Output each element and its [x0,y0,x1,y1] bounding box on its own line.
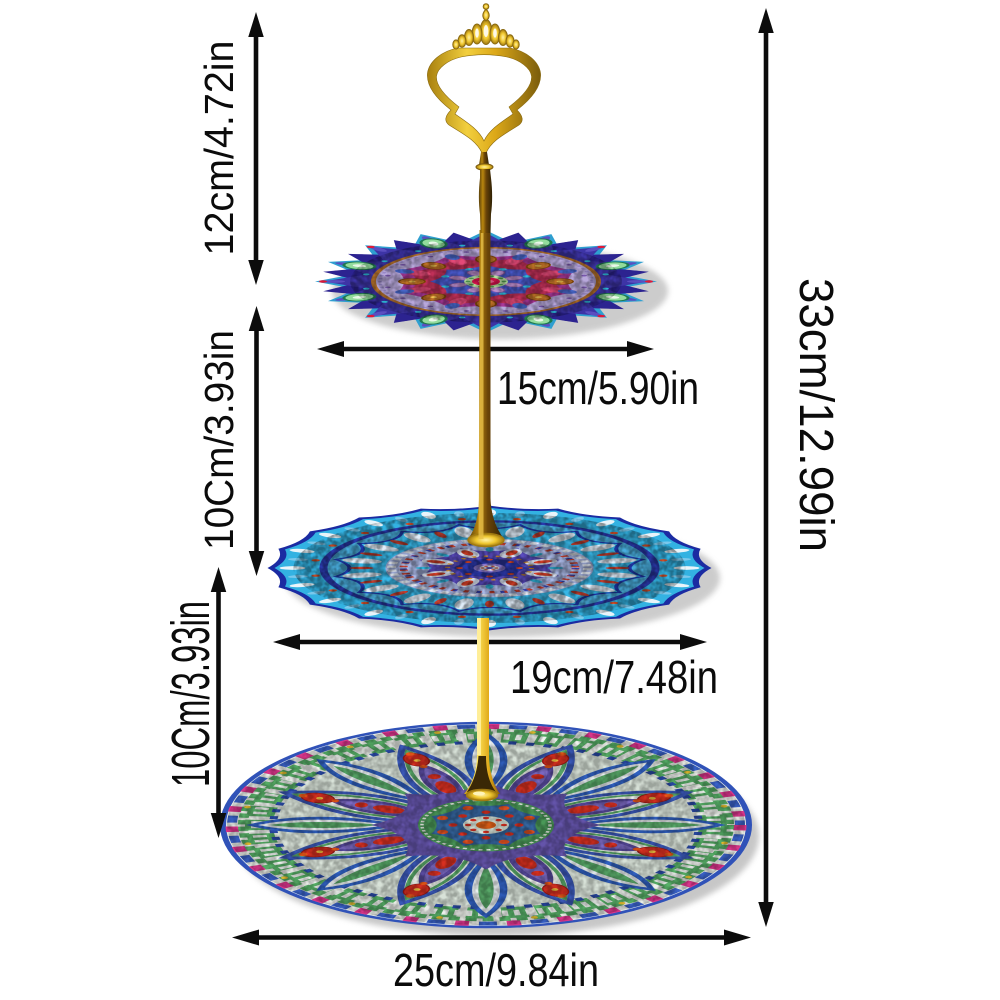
svg-text:19cm/7.48in: 19cm/7.48in [510,651,718,703]
svg-text:15cm/5.90in: 15cm/5.90in [497,362,699,414]
svg-text:25cm/9.84in: 25cm/9.84in [393,944,599,996]
svg-text:10Cm/3.93in: 10Cm/3.93in [161,601,221,787]
svg-text:33cm/12.99in: 33cm/12.99in [789,278,842,552]
svg-text:12cm/4.72in: 12cm/4.72in [196,41,242,256]
svg-text:10Cm/3.93in: 10Cm/3.93in [196,330,242,550]
